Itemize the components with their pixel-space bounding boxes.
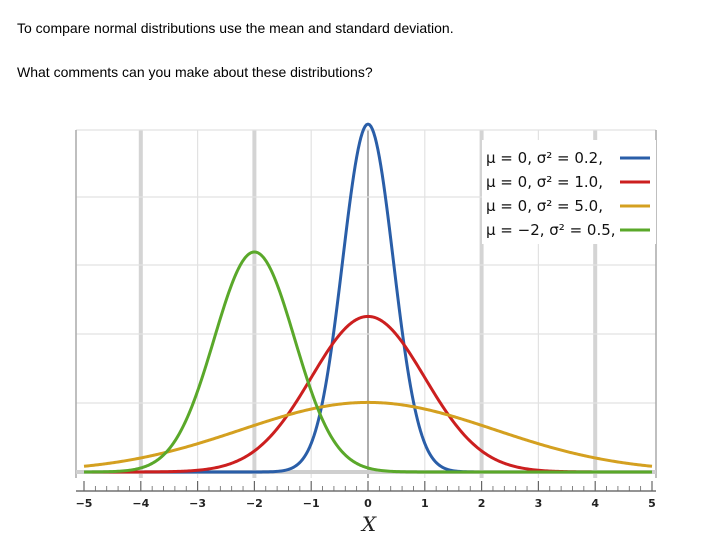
legend: μ = 0, σ² = 0.2, μ = 0, σ² = 1.0, μ = 0, σ… [482, 140, 656, 244]
intro-text: To compare normal distributions use the … [17, 20, 454, 36]
x-tick-label: −5 [76, 497, 93, 510]
x-tick-label: 2 [478, 497, 486, 510]
x-tick-label: 4 [591, 497, 599, 510]
x-tick-label: −2 [246, 497, 263, 510]
x-tick-label: 1 [421, 497, 429, 510]
x-tick-label: −1 [303, 497, 320, 510]
legend-label: μ = 0, σ² = 1.0, [486, 173, 603, 191]
x-axis: −5 −4 −3 −2 −1 0 1 2 3 4 5 [76, 481, 656, 510]
x-axis-label: X [360, 512, 377, 536]
curves [83, 122, 653, 474]
series-curve-4 [83, 250, 653, 474]
legend-label: μ = 0, σ² = 5.0, [486, 197, 603, 215]
series-curve-3 [83, 400, 653, 468]
x-tick-label: 0 [364, 497, 372, 510]
x-tick-label: 5 [648, 497, 656, 510]
x-tick-label: −4 [132, 497, 149, 510]
legend-label: μ = 0, σ² = 0.2, [486, 149, 603, 167]
x-tick-label: −3 [189, 497, 206, 510]
question-text: What comments can you make about these d… [17, 64, 373, 80]
x-tick-label: 3 [535, 497, 543, 510]
legend-label: μ = −2, σ² = 0.5, [486, 221, 616, 239]
